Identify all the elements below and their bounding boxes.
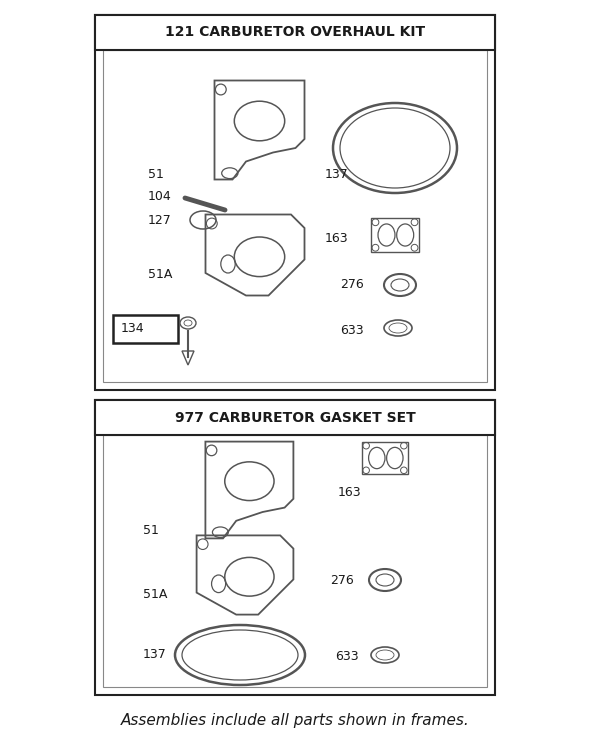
Text: 134: 134 <box>121 322 145 336</box>
Text: eReplacementParts.com: eReplacementParts.com <box>214 354 376 366</box>
Text: 51A: 51A <box>143 588 168 602</box>
Text: 51: 51 <box>148 169 164 181</box>
Text: 51A: 51A <box>148 268 172 282</box>
Text: 104: 104 <box>148 189 172 203</box>
Text: Assemblies include all parts shown in frames.: Assemblies include all parts shown in fr… <box>120 713 470 727</box>
Text: 633: 633 <box>335 651 359 663</box>
Bar <box>95 15 495 390</box>
Text: 137: 137 <box>325 169 349 181</box>
Bar <box>103 435 487 687</box>
Text: 276: 276 <box>330 574 354 586</box>
Text: 276: 276 <box>340 279 364 291</box>
Bar <box>95 400 495 435</box>
Text: 163: 163 <box>338 485 362 499</box>
Bar <box>113 315 178 343</box>
Text: 51: 51 <box>143 524 159 536</box>
Bar <box>103 50 487 382</box>
Text: 163: 163 <box>325 232 349 244</box>
Text: 633: 633 <box>340 323 363 337</box>
Text: 121 CARBURETOR OVERHAUL KIT: 121 CARBURETOR OVERHAUL KIT <box>165 25 425 39</box>
Bar <box>95 400 495 695</box>
Bar <box>95 15 495 50</box>
Text: 137: 137 <box>143 649 167 661</box>
Text: 127: 127 <box>148 213 172 227</box>
Text: 977 CARBURETOR GASKET SET: 977 CARBURETOR GASKET SET <box>175 410 415 424</box>
